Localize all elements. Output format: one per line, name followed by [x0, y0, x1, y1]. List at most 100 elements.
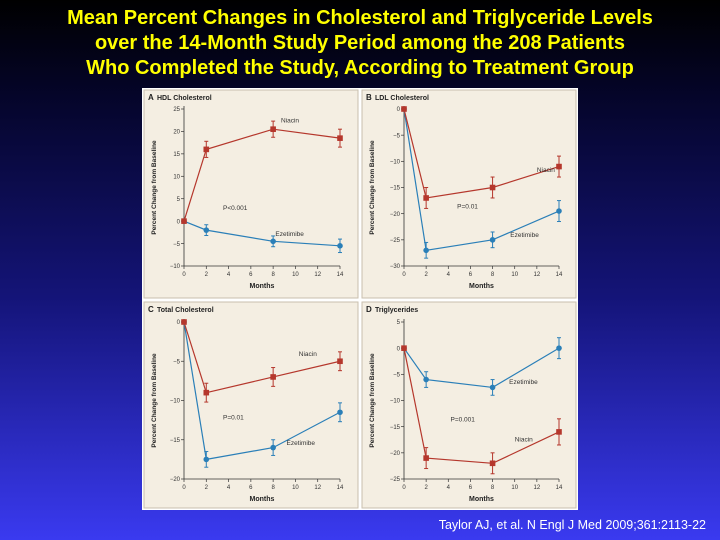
x-tick-label: 8 [491, 485, 495, 491]
data-point-niacin [401, 345, 407, 351]
panel-background [143, 89, 359, 299]
y-tick-label: −10 [170, 399, 181, 405]
panel-background [361, 89, 577, 299]
y-tick-label: −5 [393, 373, 401, 379]
data-point-ezetimibe [489, 237, 496, 243]
y-tick-label: 0 [397, 346, 401, 352]
panel-title: LDL Cholesterol [375, 95, 429, 102]
series-label-ezetimibe: Ezetimibe [275, 231, 304, 238]
y-tick-label: 0 [397, 107, 401, 113]
x-tick-label: 2 [205, 485, 209, 491]
data-point-niacin [423, 455, 429, 461]
y-tick-label: −15 [390, 186, 401, 192]
p-value-label: P=0.01 [223, 414, 244, 421]
x-tick-label: 14 [556, 272, 563, 278]
data-point-niacin [203, 389, 210, 396]
y-tick-label: 5 [177, 197, 181, 203]
slide-title-line-1: Mean Percent Changes in Cholesterol and … [67, 7, 653, 29]
data-point-ezetimibe [337, 243, 343, 249]
panel-background [143, 301, 359, 509]
y-tick-label: 25 [173, 107, 180, 113]
series-line-ezetimibe [183, 321, 341, 461]
data-point-ezetimibe [423, 376, 429, 383]
y-tick-label: −5 [173, 242, 181, 248]
series-label-ezetimibe: Ezetimibe [510, 232, 539, 239]
y-tick-label: −15 [170, 438, 181, 444]
data-point-niacin [489, 184, 496, 191]
p-value-label: P=0.01 [457, 203, 478, 210]
series-line-ezetimibe [403, 347, 560, 389]
y-axis-label: Percent Change from Baseline [369, 140, 376, 235]
series-line-ezetimibe [183, 220, 341, 247]
x-axis-label: Months [250, 496, 275, 503]
data-point-niacin [401, 106, 407, 112]
y-tick-label: −20 [390, 451, 401, 457]
x-tick-label: 6 [249, 272, 253, 278]
x-tick-label: 0 [402, 272, 406, 278]
data-point-ezetimibe [489, 384, 496, 391]
series-label-niacin: Niacin [515, 436, 533, 443]
slide-title: Mean Percent Changes in Cholesterol and … [0, 6, 720, 81]
y-tick-label: −20 [390, 212, 401, 218]
x-tick-label: 2 [205, 272, 209, 278]
x-tick-label: 10 [511, 485, 518, 491]
x-tick-label: 10 [511, 272, 518, 278]
x-tick-label: 4 [447, 485, 451, 491]
data-point-niacin [556, 429, 562, 435]
x-tick-label: 14 [337, 485, 344, 491]
series-line-niacin [183, 128, 341, 222]
x-tick-label: 10 [292, 272, 299, 278]
x-tick-label: 2 [424, 485, 428, 491]
x-tick-label: 12 [534, 272, 541, 278]
data-point-niacin [203, 146, 210, 153]
data-point-ezetimibe [270, 238, 276, 245]
x-tick-label: 2 [424, 272, 428, 278]
y-tick-label: 5 [397, 320, 401, 326]
x-tick-label: 8 [271, 272, 275, 278]
data-point-ezetimibe [203, 227, 210, 233]
data-point-niacin [337, 358, 343, 365]
y-axis-label: Percent Change from Baseline [369, 353, 376, 448]
data-point-niacin [556, 163, 562, 170]
figure-panel-grid: A HDL Cholesterol −10 −5 0 5 10 15 20 25 0 2 4 6 8 10 12… [142, 88, 578, 510]
x-tick-label: 6 [249, 485, 253, 491]
data-point-ezetimibe [556, 208, 562, 214]
panel-title: Triglycerides [375, 307, 418, 314]
slide-title-line-2: over the 14-Month Study Period among the… [94, 32, 626, 54]
y-tick-label: −5 [173, 359, 181, 365]
x-tick-label: 0 [182, 485, 186, 491]
y-tick-label: −5 [393, 133, 401, 139]
y-tick-label: −30 [390, 264, 401, 270]
y-tick-label: −10 [170, 264, 181, 270]
panel-letter: B [366, 93, 372, 102]
data-point-ezetimibe [270, 444, 276, 451]
y-tick-label: −10 [390, 399, 401, 405]
x-tick-label: 4 [447, 272, 451, 278]
x-tick-label: 8 [271, 485, 275, 491]
chart-panel-b: B LDL Cholesterol −30 −25 −20 −15 −10 −5 0 0 2 4 6 8 1… [361, 89, 577, 299]
y-axis-label: Percent Change from Baseline [151, 140, 158, 235]
data-point-niacin [337, 135, 343, 141]
data-point-ezetimibe [203, 456, 210, 463]
panel-letter: A [148, 93, 154, 102]
y-tick-label: −15 [390, 425, 401, 431]
p-value-label: P=0.001 [451, 416, 476, 423]
series-line-niacin [403, 108, 560, 199]
data-point-ezetimibe [337, 409, 343, 416]
panel-background [361, 301, 577, 509]
series-label-ezetimibe: Ezetimibe [509, 379, 538, 386]
p-value-label: P<0.001 [223, 205, 248, 212]
x-tick-label: 12 [314, 485, 321, 491]
data-point-niacin [270, 374, 276, 380]
panel-title: HDL Cholesterol [157, 95, 212, 102]
y-tick-label: −10 [390, 160, 401, 166]
data-point-ezetimibe [556, 345, 562, 351]
y-tick-label: 0 [177, 320, 181, 326]
chart-panel-a: A HDL Cholesterol −10 −5 0 5 10 15 20 25 0 2 4 6 8 10 12… [143, 89, 359, 299]
y-tick-label: 0 [177, 219, 181, 225]
panel-title: Total Cholesterol [157, 307, 214, 314]
x-axis-label: Months [469, 496, 494, 503]
data-point-niacin [270, 126, 276, 132]
slide-title-line-3: Who Completed the Study, According to Tr… [86, 57, 634, 79]
x-tick-label: 4 [227, 272, 231, 278]
